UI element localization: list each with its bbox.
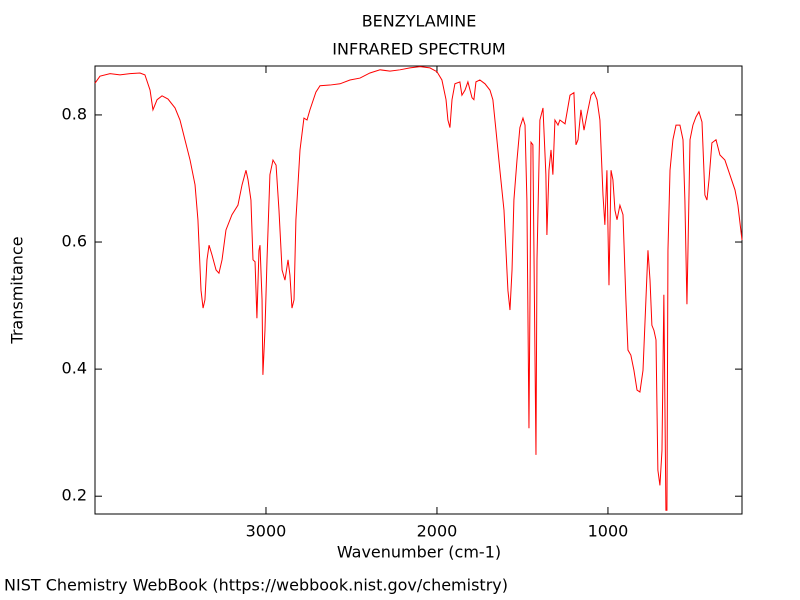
chart-subtitle: INFRARED SPECTRUM [332, 40, 505, 59]
x-tick-label: 3000 [246, 522, 287, 541]
x-tick-label: 1000 [588, 522, 629, 541]
y-axis-label: Transmitance [8, 236, 27, 344]
source-note: NIST Chemistry WebBook (https://webbook.… [4, 576, 508, 595]
y-tick-label: 0.8 [62, 104, 87, 123]
y-tick-label: 0.6 [62, 232, 87, 251]
plot-frame [94, 65, 743, 515]
spectrum-line [94, 66, 743, 511]
y-tick-label: 0.4 [62, 359, 87, 378]
x-tick-label: 2000 [417, 522, 458, 541]
x-axis-label: Wavenumber (cm-1) [337, 543, 501, 562]
y-tick-label: 0.2 [62, 486, 87, 505]
chart-title: BENZYLAMINE [362, 12, 477, 31]
